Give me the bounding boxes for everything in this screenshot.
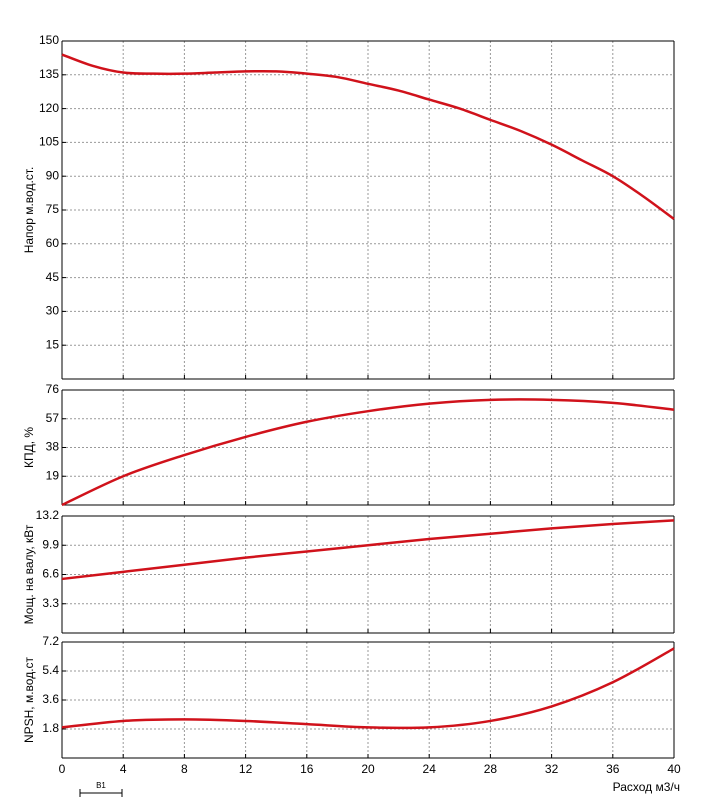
line-series <box>61 53 675 221</box>
y-tick-label: 150 <box>39 33 59 47</box>
y-axis-label: NPSH, м.вод.ст <box>22 656 36 743</box>
y-axis-label: Напор м.вод.ст. <box>22 167 36 254</box>
line-series <box>61 647 675 730</box>
y-tick-label: 75 <box>46 202 60 216</box>
y-tick-label: 45 <box>46 270 60 284</box>
x-tick-label: 40 <box>667 762 681 776</box>
y-tick-label: 3.3 <box>42 596 59 610</box>
y-tick-label: 90 <box>46 168 60 182</box>
y-tick-label: 30 <box>46 304 60 318</box>
x-tick-label: 36 <box>606 762 620 776</box>
x-tick-label: 0 <box>59 762 66 776</box>
x-tick-label: 28 <box>484 762 498 776</box>
x-tick-label: 8 <box>181 762 188 776</box>
y-tick-label: 105 <box>39 135 59 149</box>
y-tick-label: 19 <box>46 468 60 482</box>
y-tick-label: 76 <box>46 382 60 396</box>
y-tick-label: 57 <box>46 411 60 425</box>
x-tick-label: 32 <box>545 762 559 776</box>
y-tick-label: 15 <box>46 337 60 351</box>
y-tick-label: 5.4 <box>42 663 59 677</box>
annotation: B1 <box>96 781 106 790</box>
x-tick-label: 16 <box>300 762 314 776</box>
y-axis-label: Мощ. на валу, кВт <box>22 524 36 624</box>
y-tick-label: 13.2 <box>36 508 60 522</box>
y-tick-label: 135 <box>39 67 59 81</box>
y-tick-label: 120 <box>39 101 59 115</box>
x-tick-label: 20 <box>361 762 375 776</box>
y-tick-label: 38 <box>46 440 60 454</box>
x-tick-label: 12 <box>239 762 253 776</box>
x-axis-label: Расход м3/ч <box>613 780 680 794</box>
x-tick-label: 24 <box>423 762 437 776</box>
y-tick-label: 6.6 <box>42 567 59 581</box>
y-tick-label: 9.9 <box>42 537 59 551</box>
y-tick-label: 7.2 <box>42 634 59 648</box>
y-tick-label: 1.8 <box>42 721 59 735</box>
line-series <box>61 519 675 581</box>
y-axis-label: КПД, % <box>22 427 36 468</box>
y-tick-label: 3.6 <box>42 692 59 706</box>
x-tick-label: 4 <box>120 762 127 776</box>
y-tick-label: 60 <box>46 236 60 250</box>
line-series <box>61 398 675 507</box>
